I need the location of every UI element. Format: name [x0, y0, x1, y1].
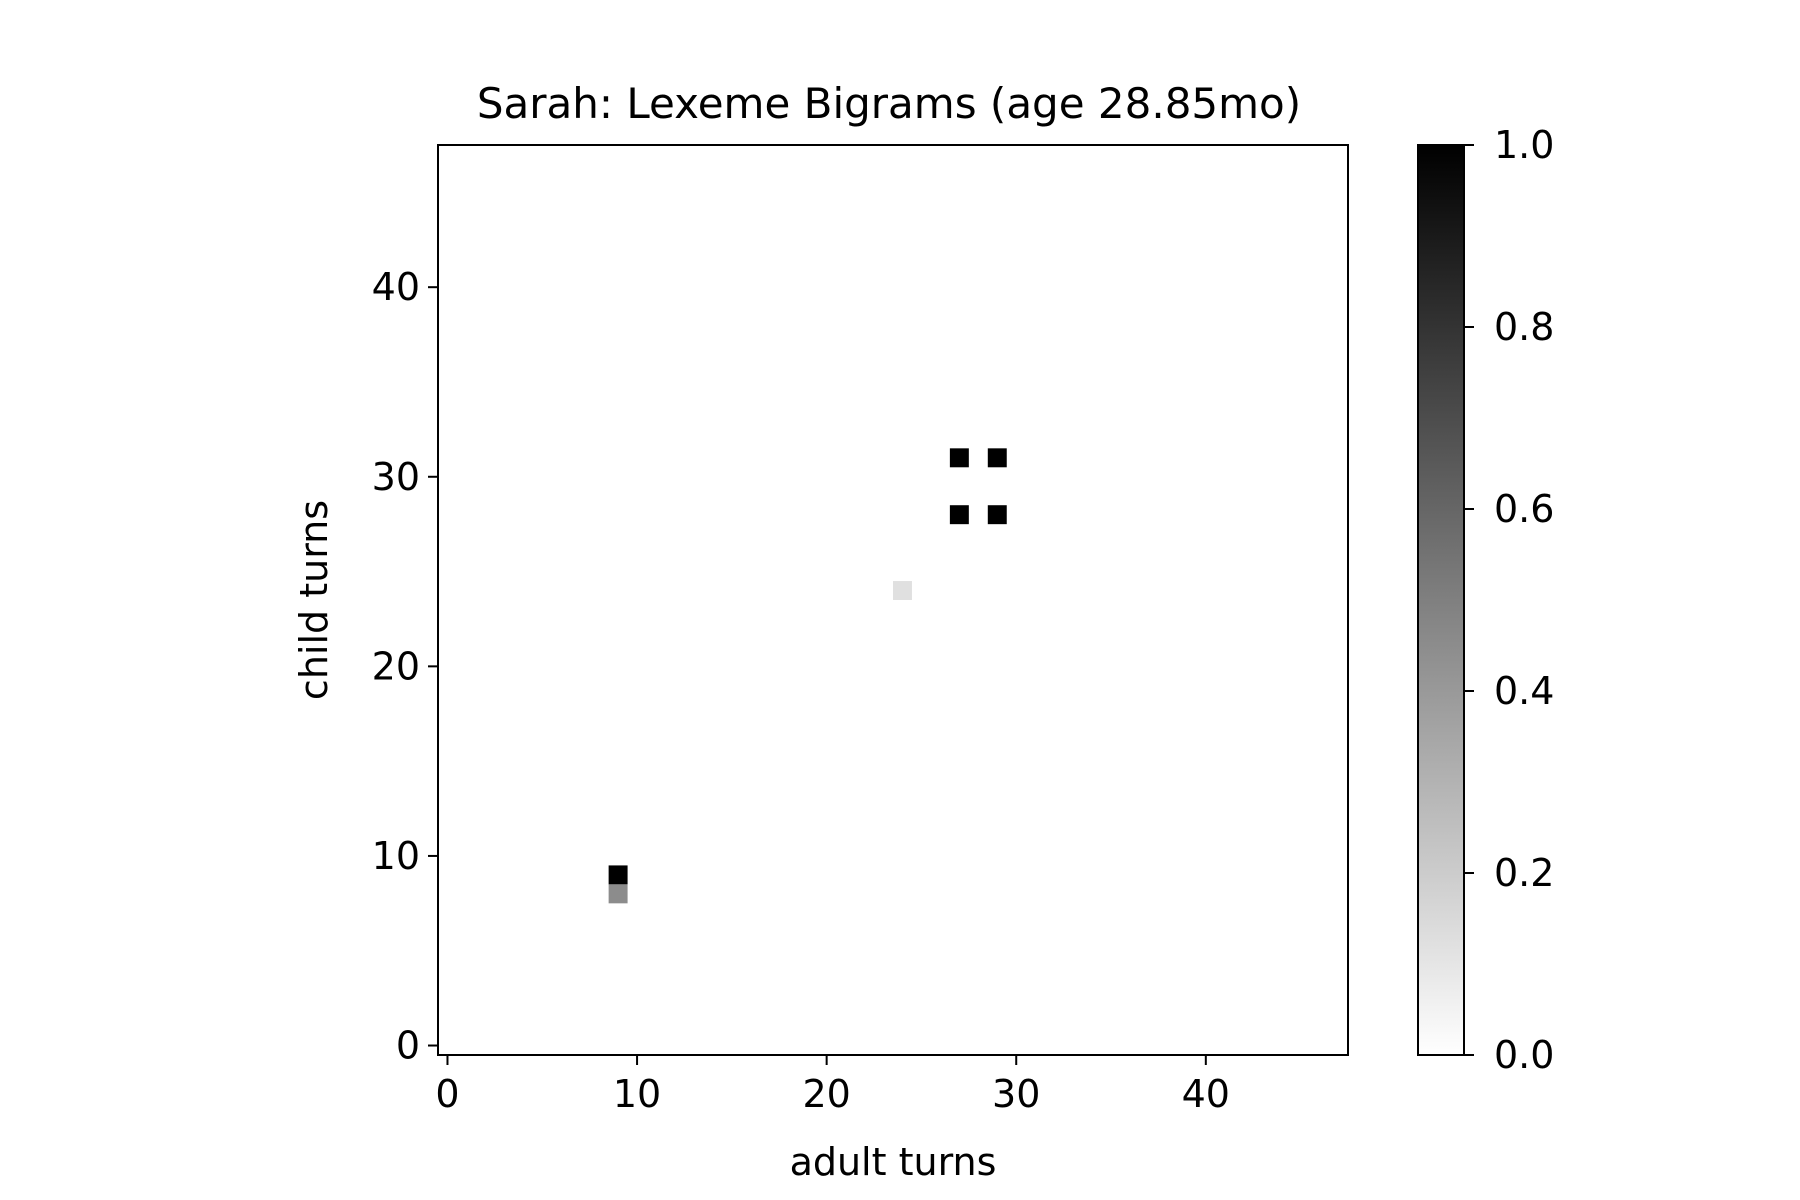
chart-title: Sarah: Lexeme Bigrams (age 28.85mo) [477, 79, 1301, 128]
x-tick-label: 0 [435, 1072, 459, 1116]
y-tick-label: 0 [396, 1024, 420, 1068]
heatmap-cell [987, 448, 1007, 468]
colorbar-tick-label: 0.0 [1494, 1033, 1554, 1077]
y-axis: 0 10 20 30 40 [372, 265, 438, 1068]
colorbar-gradient [1417, 144, 1465, 1056]
heatmap-cell [949, 448, 969, 468]
heatmap-cell [893, 581, 912, 600]
colorbar: 0.0 0.2 0.4 0.6 0.8 1.0 [1417, 123, 1554, 1077]
plot-area [437, 144, 1349, 1056]
x-axis-label: adult turns [790, 1140, 997, 1184]
y-tick-label: 20 [372, 644, 420, 688]
x-tick-label: 10 [613, 1072, 661, 1116]
heatmap-cell [608, 865, 628, 885]
y-tick-label: 40 [372, 265, 420, 309]
x-axis: 0 10 20 30 40 [435, 1055, 1230, 1116]
colorbar-tick-label: 0.2 [1494, 851, 1554, 895]
heatmap-cell [987, 505, 1007, 525]
colorbar-tick-label: 1.0 [1494, 123, 1554, 167]
colorbar-ticks: 0.0 0.2 0.4 0.6 0.8 1.0 [1464, 123, 1554, 1077]
x-tick-label: 30 [992, 1072, 1040, 1116]
y-tick-label: 30 [372, 455, 420, 499]
colorbar-tick-label: 0.6 [1494, 487, 1554, 531]
heatmap-cells [608, 448, 1007, 904]
heatmap-cell [608, 884, 628, 904]
x-tick-label: 20 [802, 1072, 850, 1116]
colorbar-tick-label: 0.8 [1494, 305, 1554, 349]
x-tick-label: 40 [1182, 1072, 1230, 1116]
y-tick-label: 10 [372, 834, 420, 878]
colorbar-tick-label: 0.4 [1494, 669, 1554, 713]
y-axis-label: child turns [292, 500, 336, 700]
heatmap-cell [949, 505, 969, 525]
plot-frame [437, 144, 1349, 1056]
